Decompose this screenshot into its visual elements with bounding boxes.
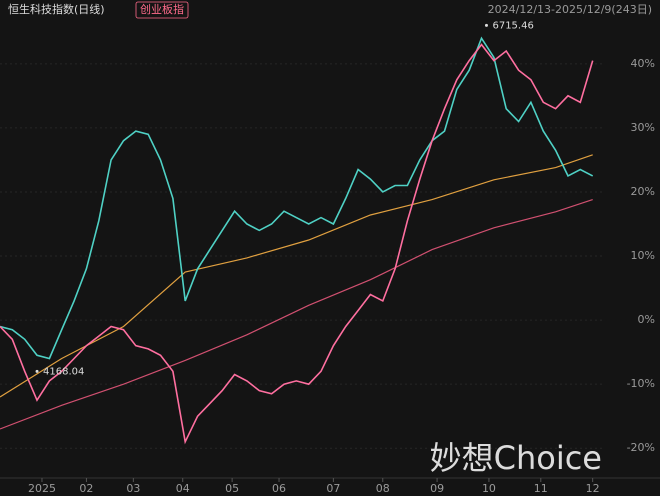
plot-area: -20% -10% 0% 10% 20% 30% 40% 2025 02 03 04 05 06 07 08… <box>0 20 660 495</box>
y-tick-label: 20% <box>631 185 655 198</box>
y-tick-label: 40% <box>631 57 655 70</box>
badge-frame <box>135 1 189 19</box>
x-tick-label: 2025 <box>28 482 56 495</box>
x-tick-label: 07 <box>326 482 340 495</box>
annotation: 4168.04 <box>43 366 84 377</box>
x-tick-label: 08 <box>376 482 390 495</box>
annotation: 6715.46 <box>492 20 533 31</box>
annotation-point <box>484 23 488 27</box>
x-tick-label: 05 <box>225 482 239 495</box>
date-range: 2024/12/13-2025/12/9(243日) <box>488 3 652 16</box>
y-tick-label: -10% <box>627 377 655 390</box>
y-tick-label: 30% <box>631 121 655 134</box>
x-tick-label: 09 <box>430 482 444 495</box>
x-tick-label: 12 <box>586 482 600 495</box>
y-tick-label: 0% <box>638 313 655 326</box>
moving-average <box>0 199 593 430</box>
y-tick-label: -20% <box>627 441 655 454</box>
annotation-point <box>35 369 39 373</box>
y-tick-label: 10% <box>631 249 655 262</box>
moving-average <box>0 154 593 398</box>
series-line <box>0 36 594 360</box>
x-tick-label: 11 <box>534 482 548 495</box>
x-tick-label: 04 <box>176 482 190 495</box>
chart-title: 恒生科技指数(日线) <box>8 2 105 16</box>
compare-badge[interactable]: 创业板指 <box>140 2 184 16</box>
x-tick-label: 02 <box>79 482 93 495</box>
watermark: 妙想Choice <box>430 439 602 477</box>
series-line <box>0 43 594 445</box>
x-tick-label: 06 <box>272 482 286 495</box>
x-tick-label: 03 <box>126 482 140 495</box>
x-tick-label: 10 <box>482 482 496 495</box>
